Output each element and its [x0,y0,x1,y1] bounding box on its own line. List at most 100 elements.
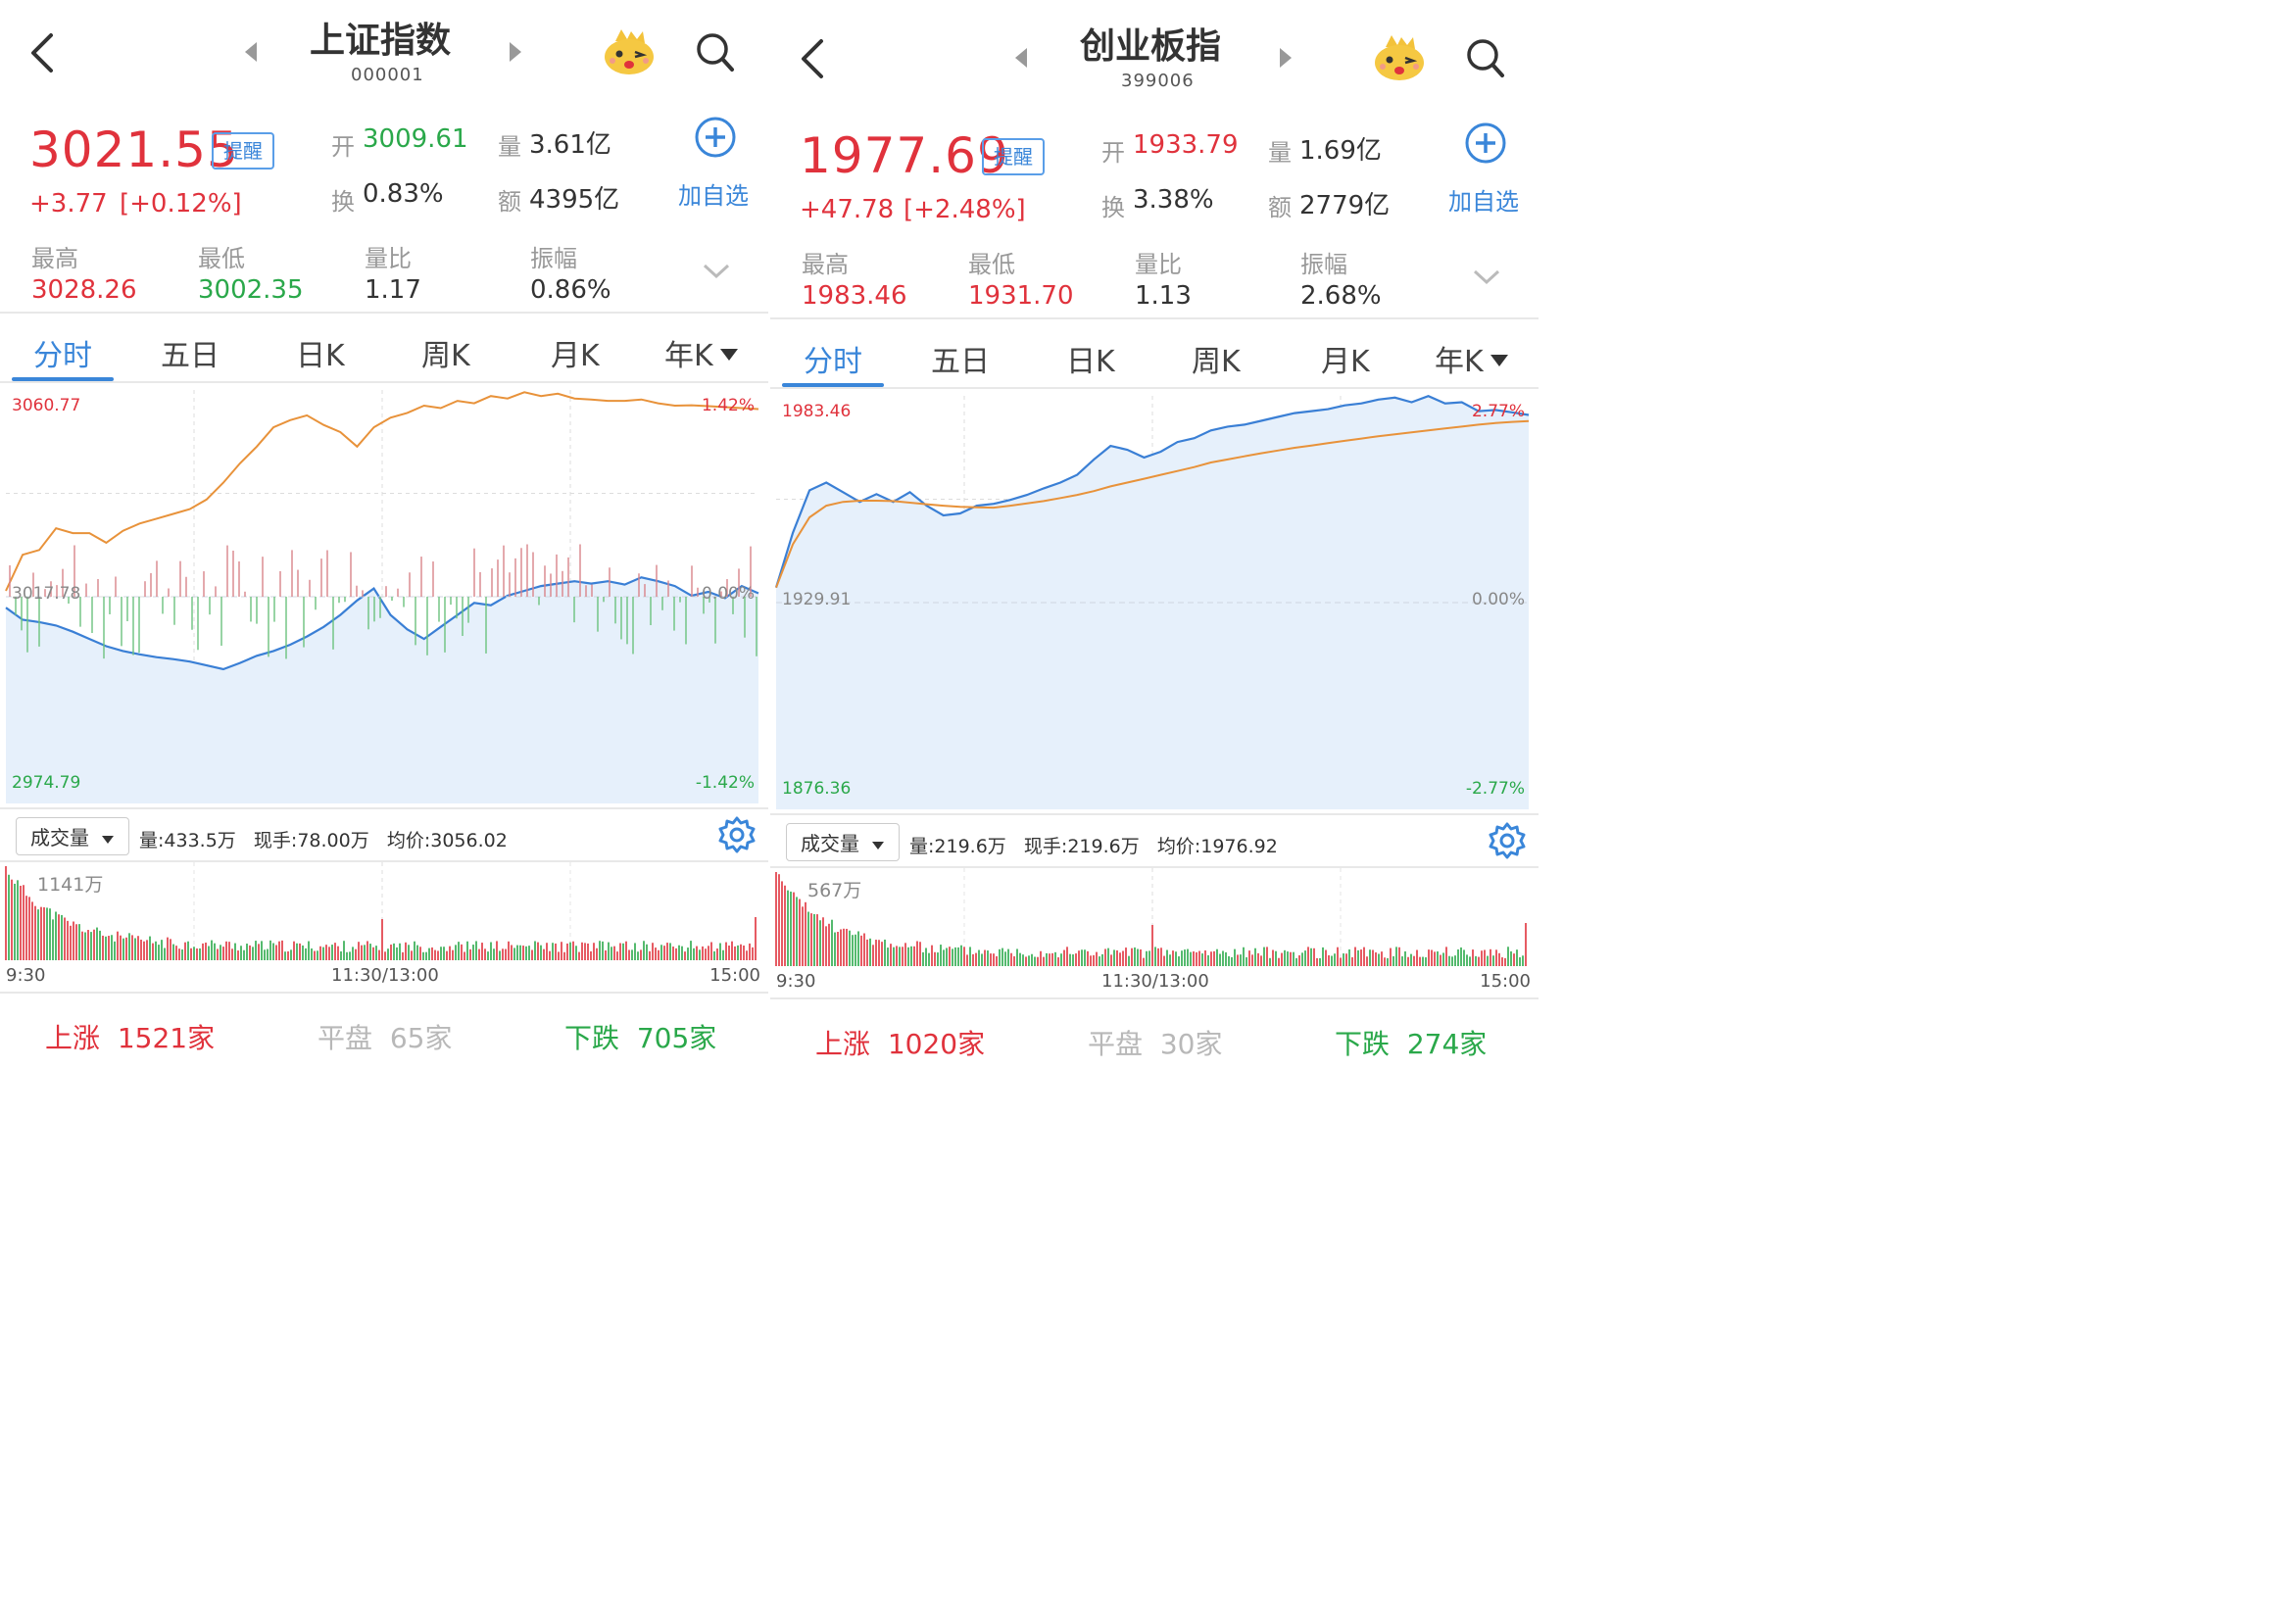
stat-value-low: 3002.35 [198,275,304,305]
tab-intraday[interactable]: 分时 [804,345,862,379]
stat-label-low: 最低 [968,251,1015,278]
active-tab-indicator [12,377,114,381]
search-icon[interactable] [1466,37,1505,82]
price-line [5,576,759,671]
average-price: 均价:1976.92 [1156,836,1278,857]
volume-indicator-label: 成交量 [801,832,859,855]
next-triangle-icon[interactable] [1278,47,1294,73]
amount-label: 额 [498,188,521,216]
turnover-label: 换 [1101,194,1125,221]
volume-label: 量 [1268,139,1292,167]
remind-button[interactable]: 提醒 [982,138,1045,175]
time-axis-midday: 11:30/13:00 [1101,971,1209,992]
back-arrow-icon[interactable] [798,37,827,80]
current-hand: 现手:78.00万 [253,830,369,851]
axis-mid-pct: 0.00% [1471,590,1525,609]
open-value: 3009.61 [363,124,468,154]
index-code: 000001 [351,65,424,85]
tab-monthly-k[interactable]: 月K [1321,345,1370,379]
stat-label-ratio: 量比 [1135,251,1182,278]
price-change: +3.77 [29,189,108,219]
volume-label: 量 [498,133,521,161]
search-icon[interactable] [696,31,735,76]
current-price: 1977.69 [800,127,1009,184]
period-tabs: 分时 五日 日K 周K 月K 年K [770,337,1539,380]
tab-yearly-k[interactable]: 年K [1435,345,1484,379]
tab-five-day[interactable]: 五日 [931,345,990,379]
unchanged-stat: 平盘 30家 [1088,1023,1222,1062]
average-price-line [5,391,759,592]
volume-info: 量:433.5万 现手:78.00万 均价:3056.02 [139,826,508,852]
price-change: +47.78 [800,195,895,224]
chevron-down-icon[interactable] [702,263,731,284]
settings-gear-icon[interactable] [1488,821,1527,864]
stock-panel-shanghai: 上证指数 000001 3021.55 提醒 +3.77 [+0.12%] 开 … [0,0,768,1073]
amount-value: 2779亿 [1299,191,1391,220]
tab-weekly-k[interactable]: 周K [421,339,470,373]
amount-value: 4395亿 [529,185,620,215]
tab-daily-k[interactable]: 日K [296,339,345,373]
stat-label-high: 最高 [802,251,849,278]
advancers-value: 1521家 [117,1022,216,1054]
price-area [6,577,758,803]
average-price: 均价:3056.02 [386,830,508,851]
mascot-icon[interactable] [1372,33,1427,86]
volume-histogram [5,862,757,960]
average-price-line [775,419,1530,589]
mascot-icon[interactable] [602,27,657,80]
add-watchlist-button[interactable]: 加自选 [1448,188,1519,216]
volume-value: 1.69亿 [1299,136,1382,166]
time-axis-midday: 11:30/13:00 [331,965,439,986]
settings-gear-icon[interactable] [717,815,757,858]
prev-triangle-icon[interactable] [243,41,259,67]
axis-mid-price: 3017.78 [12,584,81,604]
back-arrow-icon[interactable] [27,31,57,74]
add-watchlist-button[interactable]: 加自选 [678,182,749,210]
time-axis-open: 9:30 [776,971,816,992]
next-triangle-icon[interactable] [508,41,523,67]
unchanged-label: 平盘 [318,1022,373,1054]
tab-five-day[interactable]: 五日 [161,339,220,373]
active-tab-indicator [782,383,884,387]
advancers-stat: 上涨 1020家 [815,1023,985,1062]
volume-value: 3.61亿 [529,130,611,160]
stat-label-ratio: 量比 [365,245,412,272]
turnover-value: 0.83% [363,179,444,209]
decliners-stat: 下跌 705家 [564,1017,716,1056]
add-circle-icon[interactable] [694,116,737,163]
stock-panel-chinext: 创业板指 399006 1977.69 提醒 +47.78 [+2.48%] 开… [770,0,1539,1073]
current-hand: 现手:219.6万 [1023,836,1140,857]
stat-label-low: 最低 [198,245,245,272]
dropdown-triangle-icon [872,842,885,850]
stat-value-amplitude: 2.68% [1300,281,1382,311]
time-axis-open: 9:30 [6,965,46,986]
dropdown-triangle-icon[interactable] [1490,353,1509,371]
add-circle-icon[interactable] [1464,121,1507,169]
prev-triangle-icon[interactable] [1013,47,1029,73]
tab-daily-k[interactable]: 日K [1066,345,1115,379]
advancers-value: 1020家 [887,1028,986,1060]
stat-label-high: 最高 [31,245,78,272]
volume-indicator-label: 成交量 [30,826,89,850]
amount-label: 额 [1268,194,1292,221]
axis-bottom-pct: -2.77% [1465,779,1525,799]
chevron-down-icon[interactable] [1472,268,1501,290]
tab-yearly-k[interactable]: 年K [664,339,713,373]
axis-mid-price: 1929.91 [782,590,852,609]
unchanged-value: 65家 [389,1022,453,1054]
remind-button[interactable]: 提醒 [212,132,274,170]
stat-label-amplitude: 振幅 [530,245,577,272]
volume-indicator-select[interactable]: 成交量 [786,823,901,861]
tab-intraday[interactable]: 分时 [33,339,92,373]
dropdown-triangle-icon[interactable] [719,347,739,365]
unchanged-value: 30家 [1159,1028,1223,1060]
tab-weekly-k[interactable]: 周K [1192,345,1241,379]
volume-indicator-select[interactable]: 成交量 [16,817,130,855]
axis-top-pct: 2.77% [1471,402,1525,421]
open-label: 开 [331,133,355,161]
volume-amount: 量:219.6万 [909,836,1006,857]
volume-amount: 量:433.5万 [139,830,236,851]
volume-max-label: 1141万 [37,874,104,896]
tab-monthly-k[interactable]: 月K [551,339,600,373]
advancers-label: 上涨 [815,1028,871,1060]
